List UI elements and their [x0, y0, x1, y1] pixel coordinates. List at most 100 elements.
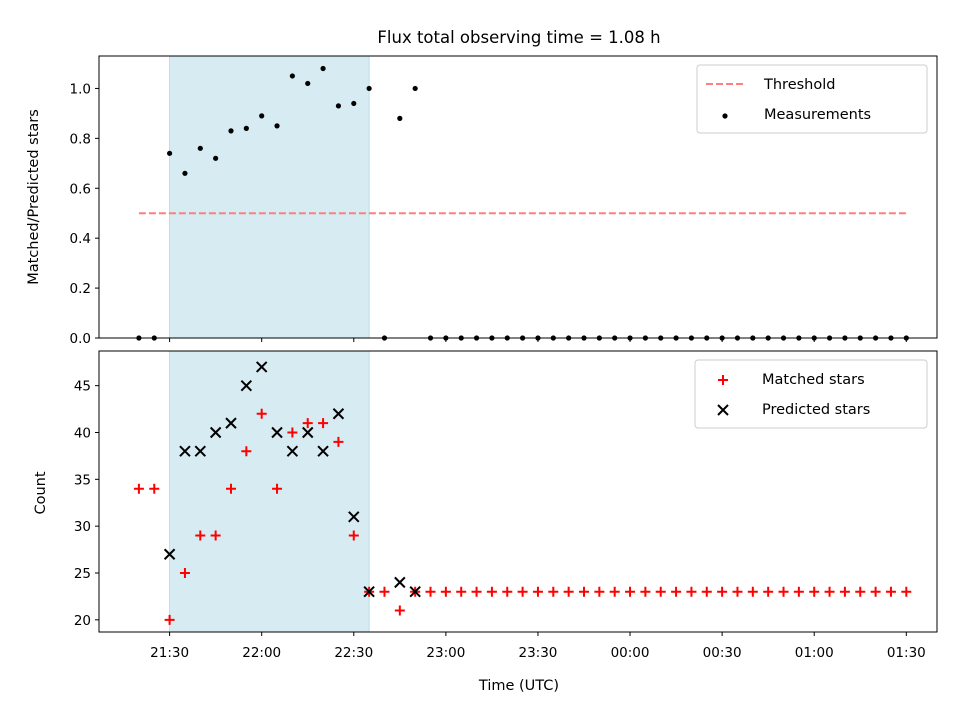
bottom-ytick-label: 25	[74, 566, 91, 582]
matched-star-point	[241, 446, 252, 457]
matched-star-point	[502, 586, 513, 597]
matched-star-point	[225, 483, 236, 494]
measurement-point	[397, 115, 403, 121]
matched-star-point	[149, 483, 160, 494]
matched-star-point	[517, 586, 528, 597]
bottom-panel: 20 25 30 35 40 45 21:30 22:00 22:30 23:00 23:30 00:…	[33, 350, 938, 694]
predicted-star-point	[271, 426, 283, 439]
matched-star-point	[824, 586, 835, 597]
legend-label: Measurements	[764, 107, 871, 123]
top-ytick-label: 0.4	[70, 231, 91, 247]
bottom-axes-frame	[98, 350, 938, 633]
measurement-point	[167, 150, 173, 156]
xtick-label: 23:00	[426, 645, 465, 661]
bottom-ytick-label: 45	[74, 379, 91, 395]
matched-star-point	[440, 586, 451, 597]
matched-star-point	[885, 586, 896, 597]
matched-star-point	[287, 427, 298, 438]
predicted-star-point	[209, 426, 222, 439]
matched-star-point	[164, 614, 175, 625]
bottom-ytick-label: 20	[74, 613, 91, 629]
matched-star-point	[778, 586, 789, 597]
measurement-point	[274, 123, 280, 129]
legend-predicted-swatch	[717, 404, 729, 416]
matched-star-point	[179, 567, 190, 578]
legend-label: Threshold	[763, 77, 835, 93]
matched-star-point	[640, 586, 651, 597]
bottom-ytick-label: 30	[74, 519, 91, 535]
xtick-label: 00:30	[703, 645, 742, 661]
matched-star-point	[625, 586, 636, 597]
matched-star-point	[302, 418, 313, 429]
xtick-label: 00:00	[611, 645, 650, 661]
matched-star-point	[717, 586, 728, 597]
top-ytick-label: 0.8	[70, 131, 91, 147]
matched-star-point	[609, 586, 620, 597]
matched-star-point	[671, 586, 682, 597]
predicted-star-point	[163, 548, 176, 560]
measurement-point	[366, 85, 372, 92]
top-legend-box	[696, 64, 928, 134]
measurement-point	[259, 113, 265, 119]
measurement-point	[351, 100, 357, 107]
predicted-star-point	[332, 408, 345, 420]
predicted-star-point	[255, 361, 268, 373]
predicted-star-point	[394, 576, 406, 589]
measurement-point	[182, 170, 188, 176]
matched-star-point	[809, 586, 820, 597]
matched-star-point	[471, 586, 482, 597]
xtick-label: 01:00	[795, 645, 834, 661]
predicted-star-point	[409, 586, 421, 598]
bottom-legend-box	[694, 359, 928, 429]
matched-star-point	[686, 586, 697, 597]
matched-star-point	[210, 530, 221, 541]
matched-star-point	[133, 483, 144, 494]
xtick-label: 01:30	[887, 645, 926, 661]
top-y-axis-label: Matched/Predicted stars	[26, 109, 42, 285]
matched-star-point	[594, 586, 605, 597]
top-axes-frame	[98, 55, 938, 339]
matched-star-point	[793, 586, 804, 597]
xtick-label: 22:30	[334, 645, 373, 661]
measurement-point	[289, 73, 295, 79]
bottom-series-predicted-stars	[163, 361, 421, 598]
top-highlight-span	[169, 55, 370, 339]
measurement-point	[213, 155, 219, 161]
measurement-point	[197, 145, 203, 151]
matched-star-point	[855, 586, 866, 597]
matched-star-point	[655, 586, 666, 597]
matched-star-point	[747, 586, 758, 597]
matched-star-point	[486, 586, 497, 597]
bottom-ytick-label: 35	[74, 472, 91, 488]
matched-star-point	[563, 586, 574, 597]
xtick-label: 23:30	[518, 645, 557, 661]
predicted-star-point	[302, 426, 314, 439]
measurement-point	[335, 103, 342, 109]
matched-star-point	[763, 586, 774, 597]
bottom-legend: Matched stars Predicted stars	[694, 359, 928, 429]
predicted-star-point	[225, 417, 237, 429]
legend-label: Predicted stars	[762, 402, 870, 418]
matched-star-point	[425, 586, 436, 597]
measurement-point	[305, 80, 311, 87]
matched-star-point	[272, 483, 283, 494]
bottom-series-matched-stars	[133, 408, 912, 625]
matched-star-point	[870, 586, 881, 597]
top-panel: 0.0 0.2 0.4 0.6 0.8 1.0 Matched/Predicted sta…	[26, 55, 938, 347]
bottom-ytick-label: 40	[74, 425, 91, 441]
matched-star-point	[732, 586, 743, 597]
top-ytick-label: 0.2	[70, 281, 91, 297]
matched-star-point	[578, 586, 589, 597]
matched-star-point	[394, 605, 405, 616]
matched-star-point	[256, 408, 267, 419]
measurement-point	[228, 128, 234, 134]
predicted-star-point	[240, 379, 253, 392]
predicted-star-point	[179, 445, 191, 457]
legend-measurement-swatch	[722, 113, 728, 119]
matched-star-point	[333, 436, 344, 447]
matched-star-point	[839, 586, 850, 597]
x-axis-label: Time (UTC)	[478, 678, 559, 694]
top-plot-area: 0.0 0.2 0.4 0.6 0.8 1.0	[70, 55, 938, 347]
matched-star-point	[901, 586, 912, 597]
